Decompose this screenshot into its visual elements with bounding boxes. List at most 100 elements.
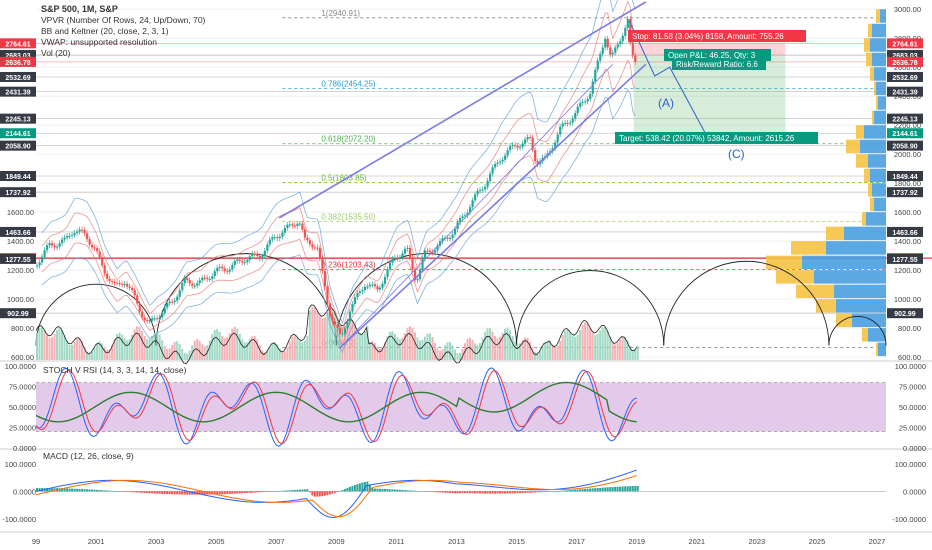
candle	[296, 223, 299, 226]
candle	[491, 167, 494, 174]
volume-bar	[366, 326, 369, 360]
macd-histogram-bar	[296, 489, 299, 492]
volume-bar	[416, 337, 419, 360]
vpvr-bar	[872, 110, 874, 125]
volume-bar	[476, 344, 479, 360]
candle	[273, 237, 276, 239]
candle	[53, 245, 56, 248]
candle	[41, 256, 44, 263]
wave-projection[interactable]	[628, 20, 710, 140]
macd-histogram-bar	[268, 491, 271, 492]
volume-bar	[278, 348, 281, 360]
macd-histogram-bar	[589, 488, 592, 492]
macd-histogram-bar	[198, 491, 201, 495]
candle	[121, 283, 124, 285]
vpvr-bar	[880, 9, 886, 23]
stoch-axis-tick: 25.0000	[899, 424, 926, 433]
candle	[63, 237, 66, 240]
candle	[108, 278, 111, 282]
candle	[536, 161, 539, 165]
volume-bar	[353, 323, 356, 360]
volume-bar	[401, 337, 404, 360]
macd-histogram-bar	[453, 491, 456, 494]
candle	[556, 134, 559, 143]
vpvr-bar	[864, 168, 870, 183]
volume-bar	[621, 336, 624, 360]
price-tag-left	[0, 308, 36, 319]
candle	[566, 122, 569, 124]
macd-axis-tick-left: -100.0000	[2, 515, 36, 524]
volume-bar	[408, 326, 411, 360]
macd-histogram-bar	[161, 491, 164, 494]
candle	[93, 247, 96, 249]
macd-histogram-bar	[621, 486, 624, 492]
candle	[318, 248, 322, 259]
macd-histogram-bar	[506, 491, 509, 494]
volume-bar	[318, 315, 321, 360]
stop-label: Stop: 81.58 (3.04%) 8158, Amount: 755.26	[632, 32, 784, 41]
macd-histogram-bar	[496, 491, 499, 494]
volume-bar	[479, 342, 482, 360]
price-tag-right	[887, 140, 923, 151]
time-axis-tick: 2007	[268, 537, 285, 546]
volume-bar	[378, 348, 381, 360]
time-axis[interactable]: 99 2001 2003 2005 2007 2009 2011 2013 2015 2017 20…	[32, 537, 886, 546]
volume-bar	[281, 351, 284, 360]
macd-histogram-bar	[243, 491, 246, 494]
position-annotations[interactable]: Stop: 81.58 (3.04%) 8158, Amount: 755.26…	[615, 30, 818, 161]
price-tag-right	[887, 226, 923, 237]
macd-histogram-bar	[489, 491, 492, 494]
macd-histogram-bar	[153, 491, 156, 494]
macd-histogram-bar	[231, 491, 234, 494]
macd-histogram-bar	[96, 489, 99, 492]
macd-histogram-bar	[629, 486, 632, 492]
macd-histogram-bar	[353, 485, 356, 492]
volume-bar	[469, 337, 472, 360]
macd-histogram-bar	[474, 491, 477, 494]
time-axis-tick: 2027	[869, 537, 886, 546]
candle	[243, 262, 246, 264]
candle	[383, 277, 387, 284]
vpvr-bar	[796, 284, 834, 299]
volume-bar	[423, 336, 426, 360]
volume-bar	[564, 330, 567, 360]
candle	[238, 259, 241, 261]
volume-bar	[311, 306, 314, 360]
candle	[123, 283, 126, 285]
price-tag-right-label: 2636.78	[892, 60, 917, 67]
candle	[173, 300, 176, 302]
macd-histogram-bar	[81, 489, 84, 492]
macd-histogram-bar	[403, 490, 406, 492]
candle	[131, 287, 134, 291]
volume-bar	[288, 341, 291, 360]
macd-histogram-bar	[253, 491, 256, 493]
candle	[529, 137, 532, 139]
macd-histogram-bar	[111, 490, 114, 492]
macd-pane[interactable]: 100.0000 0.0000 -100.0000 100.0000 0.0000 -10…	[2, 460, 926, 524]
volume-bar	[98, 341, 101, 360]
candle	[333, 321, 337, 325]
macd-histogram-bar	[293, 489, 296, 492]
macd-axis-tick: -100.0000	[892, 515, 926, 524]
candle	[46, 245, 49, 251]
candle	[619, 41, 622, 45]
volume-bar	[486, 328, 489, 360]
volume-bar	[86, 351, 89, 360]
fib-level-label: 0.5(1803.85)	[321, 174, 367, 183]
stoch-rsi-pane[interactable]: 100.0000 75.0000 50.0000 25.0000 0.0000 100.0…	[5, 362, 926, 453]
time-axis-tick: 2017	[568, 537, 585, 546]
candle	[256, 253, 259, 257]
macd-histogram-bar	[391, 489, 394, 492]
volume-bar	[634, 349, 637, 360]
candle	[301, 223, 304, 230]
stoch-axis-tick-left: 25.0000	[9, 424, 36, 433]
volume-bar	[509, 330, 512, 360]
macd-histogram-bar	[408, 490, 411, 492]
vpvr-bar	[852, 313, 886, 328]
price-pane[interactable]: 3000.002800.002600.002400.002200.002000.…	[0, 0, 932, 533]
macd-histogram-bar	[614, 486, 617, 492]
macd-histogram-bar	[601, 487, 604, 492]
volume-bar	[626, 340, 629, 360]
candle	[519, 146, 522, 148]
